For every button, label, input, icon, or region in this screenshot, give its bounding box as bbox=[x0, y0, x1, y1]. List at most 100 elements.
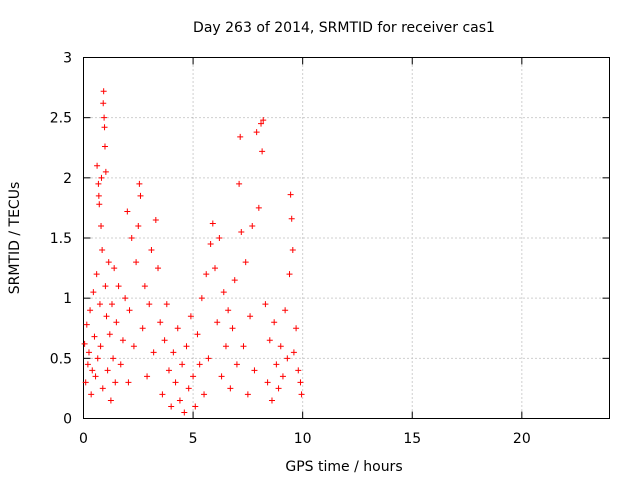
data-point bbox=[179, 361, 186, 368]
y-tick-label: 0.5 bbox=[50, 351, 72, 367]
data-point bbox=[218, 373, 225, 380]
data-point bbox=[255, 204, 262, 211]
data-point bbox=[112, 379, 119, 386]
data-point bbox=[289, 247, 296, 254]
data-point bbox=[88, 391, 95, 398]
data-point bbox=[85, 349, 92, 356]
x-tick-label: 0 bbox=[79, 431, 88, 447]
data-point bbox=[201, 391, 208, 398]
data-point bbox=[119, 337, 126, 344]
data-point bbox=[83, 321, 90, 328]
data-point bbox=[159, 391, 166, 398]
data-point bbox=[203, 271, 210, 278]
y-tick-label: 0 bbox=[63, 412, 72, 428]
y-tick-label: 1.5 bbox=[50, 231, 72, 247]
y-tick-label: 2.5 bbox=[50, 111, 72, 127]
data-point bbox=[146, 301, 153, 308]
data-point bbox=[253, 129, 260, 136]
data-point bbox=[174, 325, 181, 332]
data-point bbox=[238, 228, 245, 235]
data-point bbox=[251, 367, 258, 374]
data-point bbox=[141, 283, 148, 290]
data-point bbox=[130, 343, 137, 350]
data-point bbox=[170, 349, 177, 356]
data-point bbox=[102, 168, 109, 175]
data-point bbox=[82, 379, 89, 386]
data-point bbox=[102, 283, 109, 290]
data-point bbox=[104, 367, 111, 374]
data-point bbox=[237, 133, 244, 140]
data-point bbox=[139, 325, 146, 332]
data-point bbox=[155, 265, 162, 272]
axis-ticks: 0 5 10 15 20 0 0.5 1 1.5 2 2.5 3 bbox=[50, 51, 610, 447]
data-point bbox=[125, 379, 132, 386]
data-point bbox=[99, 247, 106, 254]
data-point bbox=[266, 337, 273, 344]
data-point bbox=[108, 301, 115, 308]
data-point bbox=[115, 283, 122, 290]
data-point bbox=[128, 235, 135, 241]
data-points bbox=[81, 88, 305, 416]
data-point bbox=[172, 379, 179, 386]
data-point bbox=[231, 277, 238, 284]
data-point bbox=[96, 201, 103, 208]
data-point bbox=[209, 220, 216, 227]
data-point bbox=[135, 222, 142, 229]
data-point bbox=[165, 367, 172, 374]
data-point bbox=[190, 373, 197, 380]
data-point bbox=[284, 355, 291, 362]
data-point bbox=[101, 124, 108, 131]
data-point bbox=[244, 391, 251, 398]
data-point bbox=[157, 319, 164, 326]
data-point bbox=[233, 361, 240, 368]
y-axis-label: SRMTID / TECUs bbox=[7, 182, 23, 295]
y-tick-label: 1 bbox=[63, 291, 72, 307]
data-point bbox=[194, 331, 201, 338]
data-point bbox=[279, 373, 286, 380]
chart-title: Day 263 of 2014, SRMTID for receiver cas… bbox=[193, 20, 495, 36]
data-point bbox=[100, 88, 107, 95]
data-point bbox=[264, 379, 271, 386]
data-point bbox=[247, 313, 254, 320]
data-point bbox=[103, 313, 110, 320]
data-point bbox=[236, 180, 243, 187]
data-point bbox=[196, 361, 203, 368]
data-point bbox=[90, 289, 97, 296]
data-point bbox=[89, 367, 96, 374]
data-point bbox=[81, 340, 88, 347]
data-point bbox=[84, 361, 91, 368]
data-point bbox=[229, 325, 236, 332]
data-point bbox=[94, 162, 101, 169]
data-point bbox=[212, 265, 218, 272]
data-point bbox=[98, 174, 105, 181]
data-point bbox=[295, 367, 302, 374]
data-point bbox=[262, 301, 269, 308]
data-point bbox=[258, 120, 265, 127]
data-point bbox=[273, 361, 280, 368]
data-point bbox=[101, 143, 108, 150]
data-point bbox=[144, 373, 151, 380]
data-point bbox=[96, 301, 103, 308]
data-point bbox=[293, 325, 300, 332]
data-point bbox=[95, 180, 102, 187]
data-point bbox=[106, 331, 113, 338]
data-point bbox=[98, 222, 105, 229]
data-point bbox=[99, 385, 106, 392]
data-point bbox=[168, 403, 175, 410]
data-point bbox=[148, 247, 155, 254]
data-point bbox=[192, 403, 199, 410]
data-point bbox=[288, 215, 295, 222]
data-point bbox=[124, 208, 131, 215]
data-point bbox=[107, 397, 114, 404]
data-point bbox=[111, 265, 118, 272]
data-point bbox=[287, 191, 294, 198]
x-axis-label: GPS time / hours bbox=[285, 459, 402, 475]
data-point bbox=[161, 337, 168, 344]
data-point bbox=[198, 295, 205, 302]
data-point bbox=[117, 361, 124, 368]
data-point bbox=[133, 259, 140, 266]
data-point bbox=[225, 307, 232, 314]
x-tick-label: 5 bbox=[189, 431, 198, 447]
data-point bbox=[249, 222, 256, 229]
data-point bbox=[220, 289, 227, 296]
